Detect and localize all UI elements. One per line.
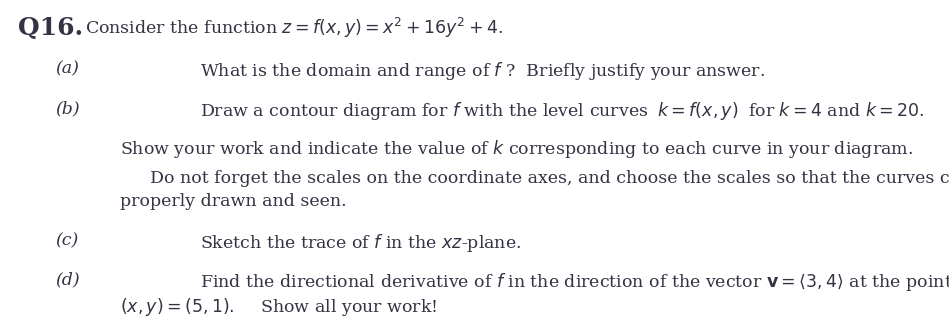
Text: (d): (d) (55, 271, 80, 288)
Text: (a): (a) (55, 60, 79, 77)
Text: Show your work and indicate the value of $k$ corresponding to each curve in your: Show your work and indicate the value of… (120, 138, 913, 160)
Text: Draw a contour diagram for $f$ with the level curves $\;k = f(x, y)\;$ for $k = : Draw a contour diagram for $f$ with the … (200, 100, 924, 122)
Text: Find the directional derivative of $f$ in the direction of the vector $\mathbf{v: Find the directional derivative of $f$ i… (200, 271, 949, 293)
Text: What is the domain and range of $f$ ?  Briefly justify your answer.: What is the domain and range of $f$ ? Br… (200, 60, 765, 82)
Text: Do not forget the scales on the coordinate axes, and choose the scales so that t: Do not forget the scales on the coordina… (150, 170, 949, 187)
Text: (c): (c) (55, 232, 78, 249)
Text: Q16.: Q16. (18, 16, 84, 40)
Text: $(x, y) = (5, 1).\quad$ Show all your work!: $(x, y) = (5, 1).\quad$ Show all your wo… (120, 296, 437, 318)
Text: (b): (b) (55, 100, 80, 117)
Text: Sketch the trace of $f$ in the $xz$-plane.: Sketch the trace of $f$ in the $xz$-plan… (200, 232, 521, 254)
Text: Consider the function $z = f(x, y) = x^2 + 16y^2 + 4$.: Consider the function $z = f(x, y) = x^2… (85, 16, 503, 40)
Text: properly drawn and seen.: properly drawn and seen. (120, 193, 346, 210)
